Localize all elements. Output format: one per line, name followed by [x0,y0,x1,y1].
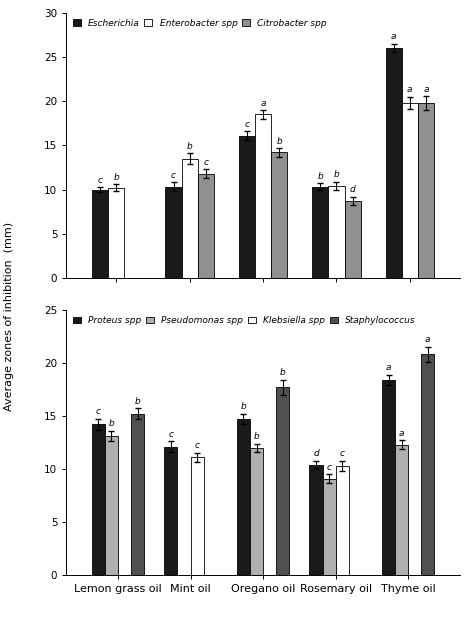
Text: a: a [425,336,430,344]
Text: d: d [313,449,319,458]
Text: Average zones of inhibition  (mm): Average zones of inhibition (mm) [4,221,15,411]
Text: b: b [187,142,192,151]
Text: b: b [135,397,140,406]
Bar [418,103,434,278]
Bar [250,447,263,575]
Text: a: a [399,428,404,438]
Text: c: c [194,441,200,451]
Text: c: c [340,449,345,458]
Bar [198,174,214,278]
Text: c: c [327,463,332,471]
Text: a: a [407,85,412,94]
Text: b: b [276,137,282,146]
Bar [182,159,198,278]
Bar [239,136,255,278]
Bar [255,114,271,278]
Bar [165,187,182,278]
Bar [395,444,408,575]
Bar [421,355,434,575]
Text: a: a [423,85,429,94]
Bar [108,188,124,278]
Text: a: a [386,363,391,372]
Text: c: c [98,176,103,185]
Text: b: b [109,419,114,428]
Bar [164,447,177,575]
Text: b: b [280,368,286,377]
Bar [92,425,105,575]
Bar [237,419,250,575]
Text: b: b [318,172,323,181]
Bar [105,436,118,575]
Bar [271,152,287,278]
Text: d: d [350,185,356,195]
Legend: Escherichia, Enterobacter spp, Citrobacter spp: Escherichia, Enterobacter spp, Citrobact… [71,17,329,30]
Text: c: c [171,171,176,180]
Text: c: c [245,120,249,129]
Bar [328,186,345,278]
Text: b: b [334,171,339,179]
Text: a: a [260,99,266,107]
Bar [310,465,322,575]
Text: c: c [168,430,173,439]
Bar [276,387,289,575]
Bar [345,201,361,278]
Text: b: b [113,173,119,182]
Text: a: a [391,32,396,41]
Text: c: c [96,408,101,416]
Text: b: b [254,432,259,441]
Bar [322,478,336,575]
Text: b: b [240,402,246,411]
Bar [131,414,144,575]
Bar [92,190,108,278]
Bar [336,466,349,575]
Bar [402,103,418,278]
Bar [382,380,395,575]
Bar [191,458,204,575]
Bar [385,48,402,278]
Text: c: c [203,158,209,167]
Bar [312,187,328,278]
Legend: Proteus spp, Pseudomonas spp, Klebsiella spp, Staphylococcus: Proteus spp, Pseudomonas spp, Klebsiella… [71,314,417,327]
